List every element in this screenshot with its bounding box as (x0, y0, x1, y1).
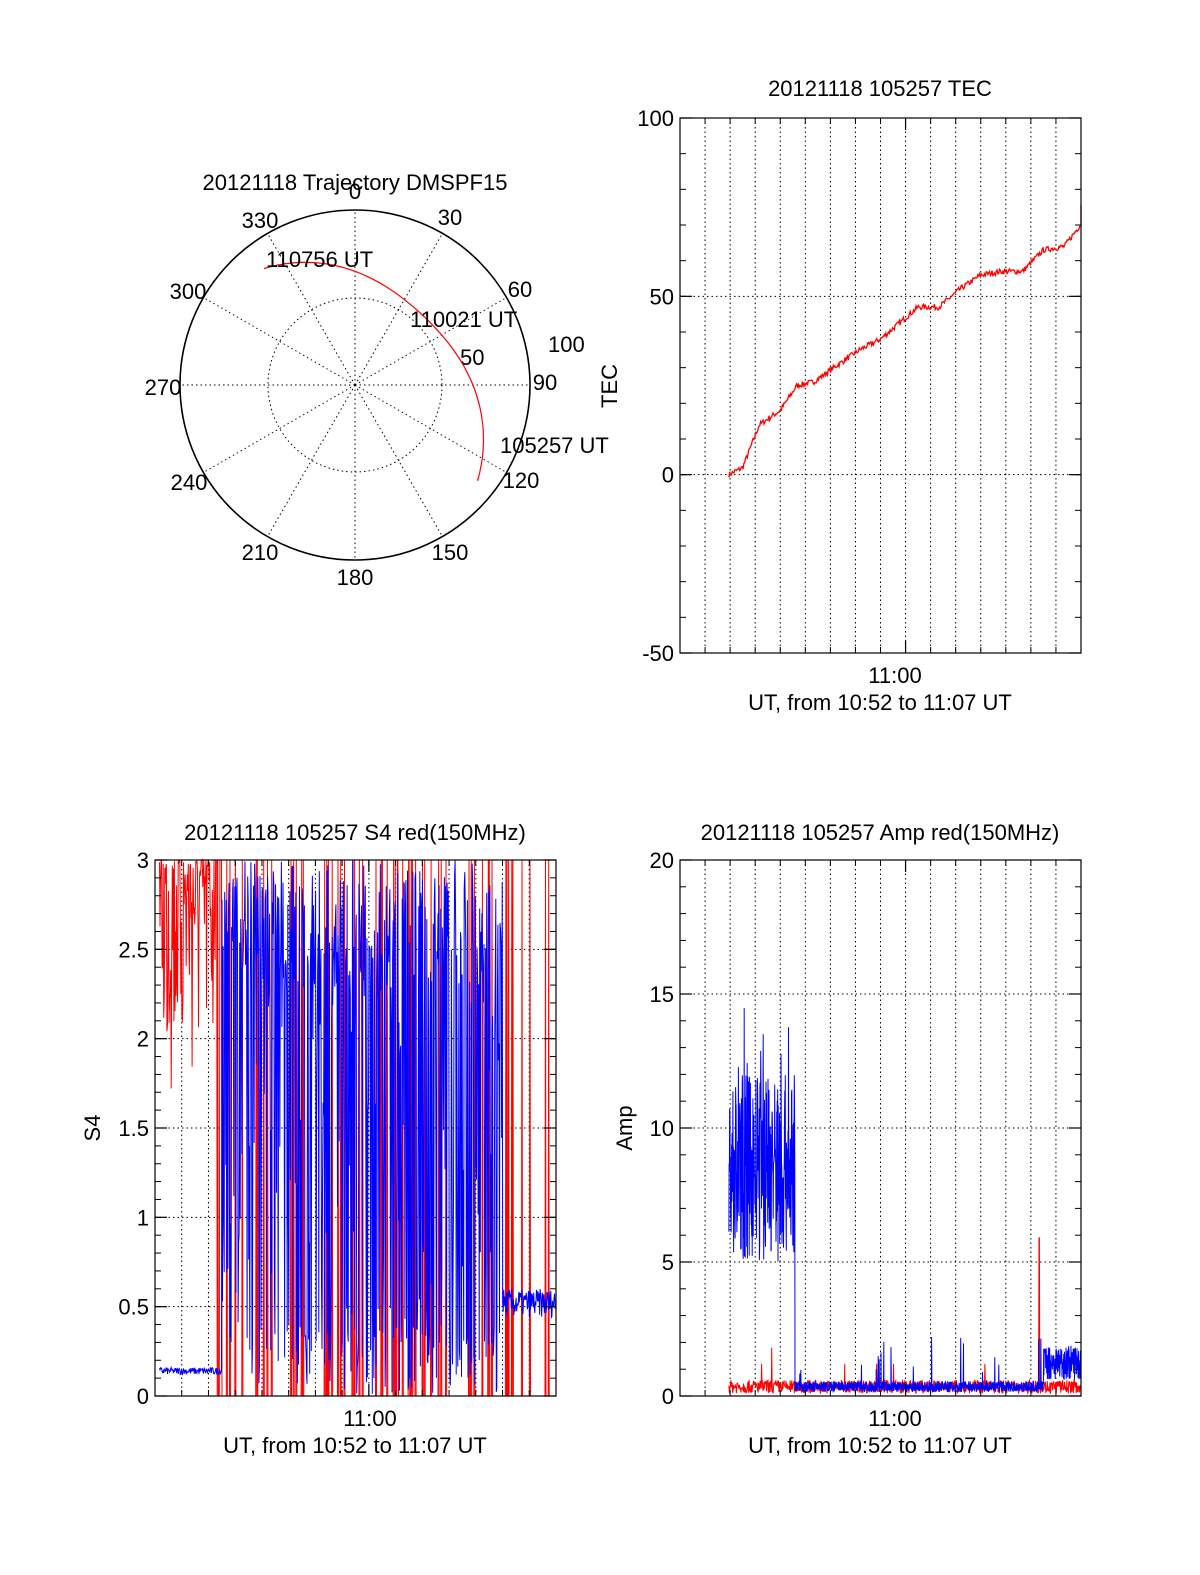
amp-xlabel: UT, from 10:52 to 11:07 UT (748, 1433, 1012, 1458)
amp-ytick-label-2: 10 (650, 1116, 674, 1141)
tec-ticks: -50 0 50 100 (637, 106, 1081, 666)
tec-ytick-label-1: 0 (662, 463, 674, 488)
tec-series-line (728, 204, 1082, 478)
polar-angle-label-60: 60 (508, 277, 532, 302)
amp-ytick-label-0: 0 (662, 1384, 674, 1409)
s4-xtick-label: 11:00 (343, 1406, 396, 1431)
amp-ticks: 0 5 10 15 20 (650, 848, 1081, 1409)
tec-ytick-label-0: -50 (642, 641, 674, 666)
tec-xlabel: UT, from 10:52 to 11:07 UT (748, 690, 1012, 715)
amp-blue-series-line (728, 1008, 1082, 1394)
polar-spoke-240 (203, 384, 356, 473)
s4-ytick-label-6: 3 (137, 848, 149, 873)
polar-angle-label-240: 240 (171, 470, 208, 495)
tec-title: 20121118 105257 TEC (768, 76, 992, 101)
tec-ytick-label-3: 100 (637, 106, 674, 131)
amp-series (728, 1008, 1082, 1395)
trajectory-track (263, 261, 485, 481)
polar-spoke-210 (267, 384, 356, 537)
amp-title: 20121118 105257 Amp red(150MHz) (701, 820, 1060, 845)
s4-ticks: 0 0.5 1 1.5 2 2.5 3 (118, 848, 556, 1409)
s4-ytick-label-2: 1 (137, 1205, 149, 1230)
amp-grid (680, 860, 1081, 1396)
polar-angle-label-180: 180 (337, 565, 374, 590)
polar-angle-labels: 0 30 60 90 120 150 180 210 240 270 300 330 (145, 179, 558, 590)
tec-xtick-label: 11:00 (868, 663, 921, 688)
amp-ytick-label-3: 15 (650, 982, 674, 1007)
polar-angle-label-150: 150 (432, 540, 469, 565)
s4-ytick-label-4: 2 (137, 1027, 149, 1052)
amp-red-series-line (728, 1237, 1082, 1395)
trajectory-title: 20121118 Trajectory DMSPF15 (203, 170, 508, 195)
tec-panel: 20121118 105257 TEC -50 0 50 100 11:00 UT, … (597, 76, 1082, 715)
polar-outer-ring (179, 209, 531, 561)
tec-ylabel: TEC (597, 364, 622, 408)
amp-ytick-label-4: 20 (650, 848, 674, 873)
amp-ylabel: Amp (612, 1105, 637, 1150)
s4-panel: 20121118 105257 S4 red(150MHz) 0 0.5 1 1.5 2… (80, 820, 557, 1458)
polar-angle-label-300: 300 (170, 279, 207, 304)
tec-grid (680, 118, 1081, 653)
s4-ytick-label-0: 0 (137, 1384, 149, 1409)
amp-ytick-label-1: 5 (662, 1250, 674, 1275)
polar-angle-label-0: 0 (349, 179, 361, 204)
trajectory-label-mid: 110021 UT (410, 307, 517, 332)
polar-angle-label-270: 270 (145, 375, 182, 400)
s4-ylabel: S4 (80, 1115, 105, 1142)
s4-ytick-label-5: 2.5 (118, 937, 149, 962)
s4-title: 20121118 105257 S4 red(150MHz) (184, 820, 526, 845)
s4-ytick-label-3: 1.5 (118, 1116, 149, 1141)
polar-angle-label-30: 30 (438, 205, 462, 230)
polar-inner-ring (267, 297, 443, 473)
polar-angle-label-90: 90 (533, 370, 557, 395)
polar-angle-label-120: 120 (503, 468, 540, 493)
trajectory-label-start: 105257 UT (500, 433, 609, 458)
polar-angle-label-330: 330 (242, 208, 279, 233)
amp-panel: 20121118 105257 Amp red(150MHz) 0 5 10 15 20… (612, 820, 1082, 1458)
s4-ytick-label-1: 0.5 (118, 1295, 149, 1320)
amp-xtick-label: 11:00 (868, 1406, 921, 1431)
trajectory-label-end: 110756 UT (266, 247, 373, 272)
polar-spoke-300 (203, 297, 356, 386)
s4-blue-series-line (159, 860, 557, 1394)
polar-angle-label-210: 210 (242, 540, 279, 565)
tec-ytick-label-2: 50 (650, 284, 674, 309)
trajectory-panel: 20121118 Trajectory DMSPF15 0 30 60 90 120 15… (145, 170, 609, 590)
s4-xlabel: UT, from 10:52 to 11:07 UT (223, 1433, 487, 1458)
polar-radial-label-100: 100 (548, 332, 585, 357)
